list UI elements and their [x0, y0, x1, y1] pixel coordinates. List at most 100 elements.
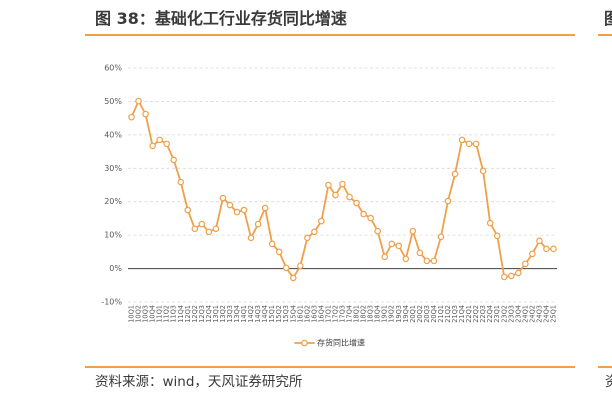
x-tick-label-12Q2: 12Q2	[191, 305, 199, 323]
point-19Q1	[381, 253, 389, 261]
point-13Q3	[226, 201, 234, 209]
adjacent-source-rule	[598, 366, 612, 368]
adjacent-title-rule	[598, 34, 612, 36]
x-tick-label-11Q2: 11Q2	[163, 305, 171, 323]
point-11Q2	[163, 140, 170, 148]
y-tick-label-0: 0%	[109, 264, 122, 273]
y-tick-label-40: 40%	[104, 130, 122, 139]
x-tick-label-24Q3: 24Q3	[535, 305, 543, 323]
point-16Q4	[318, 217, 325, 225]
point-23Q3	[507, 272, 515, 280]
y-tick-label-50: 50%	[104, 97, 122, 106]
line-chart: -10% 0% 10% 20% 30% 40% 50% 60% 10Q1 10Q2 10Q3 10Q…	[101, 64, 557, 348]
x-tick-label-15Q4: 15Q4	[289, 305, 297, 323]
y-axis-labels: -10% 0% 10% 20% 30% 40% 50% 60%	[101, 64, 122, 307]
x-tick-label-18Q3: 18Q3	[367, 305, 375, 323]
x-tick-label-15Q2: 15Q2	[275, 305, 283, 323]
point-23Q4	[515, 269, 522, 277]
x-tick-label-16Q3: 16Q3	[310, 305, 318, 323]
x-tick-label-20Q3: 20Q3	[423, 305, 431, 323]
x-tick-label-19Q4: 19Q4	[402, 305, 410, 323]
point-14Q4	[261, 204, 269, 212]
point-13Q1	[212, 225, 220, 233]
figure-title: 图 38：基础化工行业存货同比增速	[95, 9, 347, 28]
point-17Q2	[332, 191, 339, 199]
point-18Q3	[367, 214, 374, 222]
x-tick-label-12Q1: 12Q1	[184, 305, 192, 323]
x-tick-label-24Q1: 24Q1	[521, 305, 529, 323]
point-18Q2	[360, 210, 367, 218]
x-tick-label-17Q4: 17Q4	[346, 305, 354, 323]
source-rule	[85, 366, 575, 368]
point-12Q2	[191, 225, 199, 233]
x-tick-label-15Q1: 15Q1	[268, 305, 276, 323]
x-tick-label-21Q2: 21Q2	[444, 305, 452, 323]
y-tick-label-30: 30%	[104, 164, 122, 173]
y-tick-label--10: -10%	[101, 298, 122, 307]
x-tick-label-18Q2: 18Q2	[360, 305, 368, 323]
x-tick-label-24Q4: 24Q4	[542, 305, 550, 323]
x-tick-label-19Q3: 19Q3	[395, 305, 403, 323]
y-tick-label-20: 20%	[104, 197, 122, 206]
point-11Q3	[170, 156, 178, 164]
x-tick-label-13Q4: 13Q4	[233, 305, 241, 323]
x-tick-label-11Q4: 11Q4	[177, 305, 185, 323]
point-22Q1	[465, 140, 473, 148]
point-10Q3	[142, 110, 149, 118]
x-tick-label-16Q4: 16Q4	[317, 305, 325, 323]
point-10Q4	[149, 142, 156, 150]
series-line	[130, 100, 555, 279]
point-22Q4	[486, 219, 494, 227]
x-tick-label-22Q3: 22Q3	[479, 305, 487, 323]
point-10Q1	[128, 113, 135, 121]
y-tick-label-60: 60%	[104, 64, 122, 73]
x-tick-label-14Q2: 14Q2	[247, 305, 255, 323]
point-22Q3	[479, 167, 487, 175]
x-tick-label-21Q3: 21Q3	[451, 305, 459, 323]
point-15Q2	[275, 248, 283, 256]
x-tick-label-11Q1: 11Q1	[156, 305, 164, 323]
x-tick-label-10Q3: 10Q3	[142, 305, 150, 323]
x-tick-label-17Q3: 17Q3	[339, 305, 347, 323]
adjacent-figure-title-fragment: 图	[604, 8, 612, 30]
x-tick-label-14Q3: 14Q3	[254, 305, 262, 323]
point-18Q4	[374, 227, 381, 235]
x-tick-label-14Q1: 14Q1	[240, 305, 248, 323]
x-tick-label-22Q4: 22Q4	[486, 305, 494, 323]
point-23Q2	[500, 273, 508, 281]
point-11Q1	[156, 136, 163, 144]
x-tick-label-17Q1: 17Q1	[324, 305, 332, 323]
point-15Q1	[268, 240, 276, 248]
point-20Q4	[430, 257, 438, 265]
point-24Q4	[543, 245, 550, 253]
x-tick-label-12Q4: 12Q4	[205, 305, 213, 323]
x-tick-label-14Q4: 14Q4	[261, 305, 269, 323]
x-tick-label-13Q1: 13Q1	[212, 305, 220, 323]
point-17Q4	[346, 193, 353, 201]
point-19Q4	[402, 255, 410, 263]
point-21Q3	[451, 170, 459, 178]
x-tick-label-24Q2: 24Q2	[528, 305, 536, 323]
x-tick-label-19Q1: 19Q1	[381, 305, 389, 323]
x-tick-label-18Q1: 18Q1	[353, 305, 361, 323]
point-13Q4	[233, 208, 241, 216]
x-tick-label-10Q4: 10Q4	[149, 305, 157, 323]
x-tick-label-13Q2: 13Q2	[219, 305, 227, 323]
legend: 存货同比增速	[294, 338, 365, 348]
point-25Q1	[550, 245, 557, 253]
x-tick-label-20Q1: 20Q1	[409, 305, 417, 323]
point-10Q2	[135, 97, 142, 105]
point-23Q1	[493, 232, 501, 240]
point-16Q2	[304, 234, 311, 242]
point-14Q1	[240, 206, 248, 214]
point-15Q4	[289, 274, 297, 282]
x-tick-label-22Q1: 22Q1	[465, 305, 473, 323]
figure-source: 资料来源：wind，天风证券研究所	[95, 374, 303, 390]
point-19Q3	[395, 242, 403, 250]
x-tick-label-23Q4: 23Q4	[514, 305, 522, 323]
x-tick-label-23Q3: 23Q3	[507, 305, 515, 323]
point-21Q2	[444, 197, 452, 205]
point-24Q1	[522, 260, 529, 268]
point-17Q3	[339, 180, 346, 188]
point-12Q1	[184, 206, 192, 214]
